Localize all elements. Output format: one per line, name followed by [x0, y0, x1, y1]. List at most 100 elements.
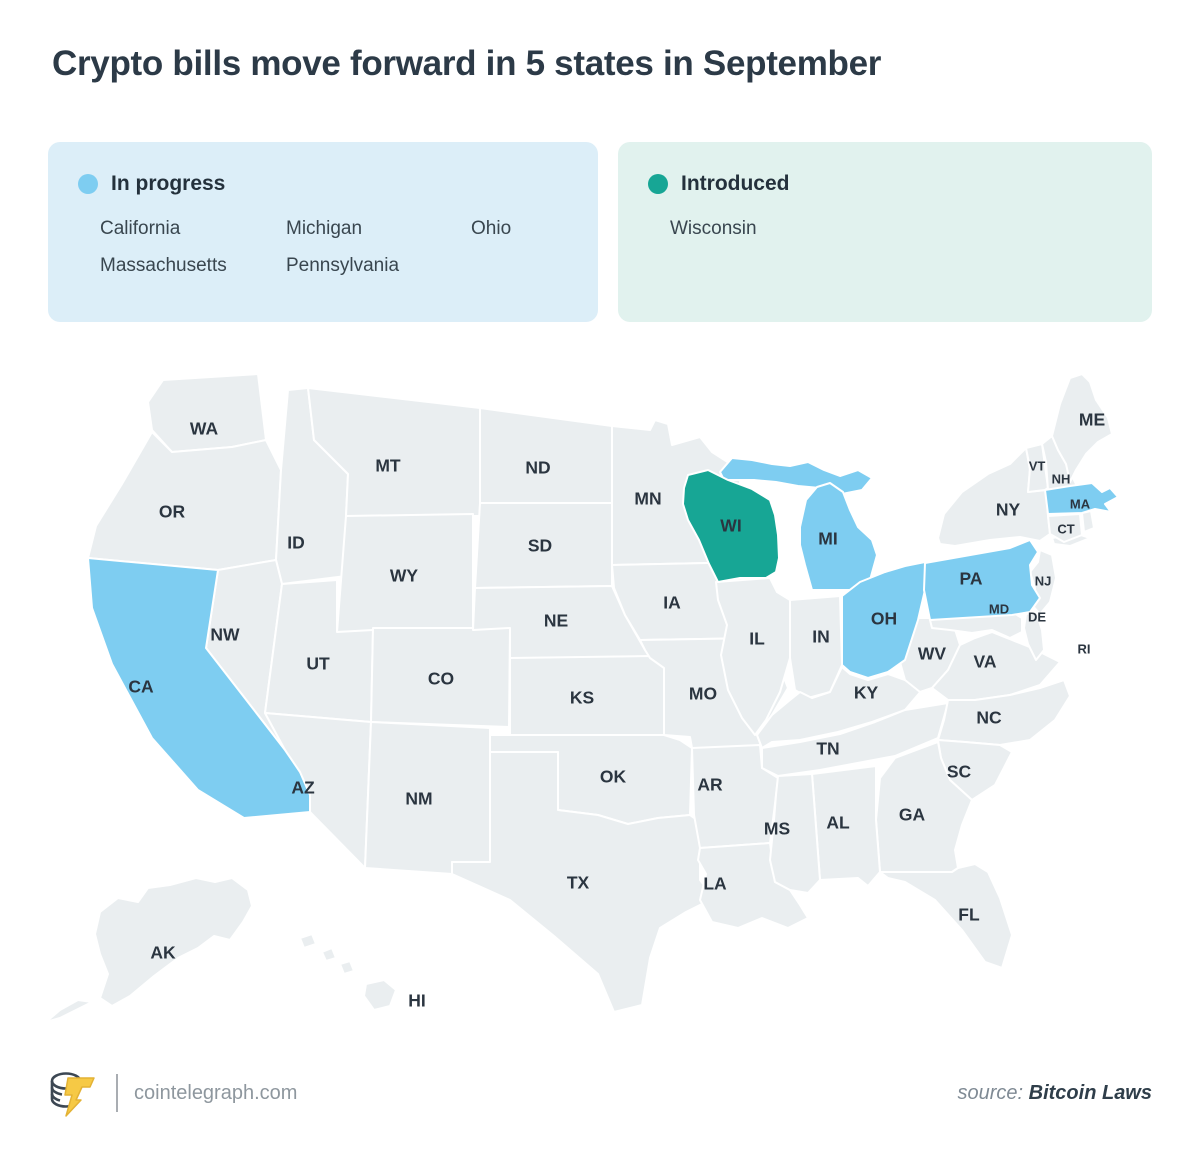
state-label-VA: VA — [973, 651, 996, 671]
state-label-SD: SD — [528, 535, 552, 555]
state-label-OH: OH — [871, 608, 897, 628]
page-title: Crypto bills move forward in 5 states in… — [52, 44, 882, 83]
legend-state-name: Massachusetts — [100, 255, 227, 276]
state-label-AL: AL — [826, 812, 850, 832]
state-label-IN: IN — [812, 626, 830, 646]
state-label-MA: MA — [1070, 497, 1091, 512]
introduced-dot-icon — [648, 174, 668, 194]
legend-introduced: Introduced Wisconsin — [618, 142, 1152, 322]
source-line: source: Bitcoin Laws — [957, 1082, 1152, 1105]
state-label-KY: KY — [854, 682, 879, 702]
state-label-WI: WI — [720, 515, 741, 535]
state-shape-MI — [799, 482, 878, 591]
legend-introduced-states: Wisconsin — [618, 196, 1152, 240]
in-progress-dot-icon — [78, 174, 98, 194]
state-label-DE: DE — [1028, 610, 1046, 625]
state-shape-RI — [1081, 510, 1095, 533]
legend-state-name: Wisconsin — [670, 218, 757, 239]
state-label-AZ: AZ — [291, 777, 315, 797]
state-shape-PA — [923, 539, 1041, 621]
state-label-NV: NW — [210, 624, 240, 644]
state-shape-DE — [1023, 611, 1045, 661]
state-label-NE: NE — [544, 610, 568, 630]
state-label-AR: AR — [697, 774, 723, 794]
state-shape-ME — [1051, 373, 1113, 483]
state-label-OR: OR — [159, 501, 186, 521]
state-label-MO: MO — [689, 683, 717, 703]
state-shape-VA — [931, 631, 1061, 701]
source-name: Bitcoin Laws — [1028, 1082, 1152, 1104]
state-label-SC: SC — [947, 761, 972, 781]
state-label-CA: CA — [128, 676, 154, 696]
state-label-HI: HI — [408, 990, 426, 1010]
state-label-MS: MS — [764, 818, 790, 838]
state-shape-HI — [339, 960, 355, 975]
state-label-MT: MT — [375, 455, 401, 475]
state-label-LA: LA — [703, 873, 727, 893]
state-shape-FL — [879, 863, 1013, 969]
state-shape-AK — [45, 999, 93, 1023]
state-label-MI: MI — [818, 528, 837, 548]
state-label-CT: CT — [1057, 522, 1074, 537]
legend-introduced-title: Introduced — [681, 172, 790, 195]
legend-in-progress-header: In progress — [48, 142, 598, 196]
state-label-WY: WY — [390, 565, 419, 585]
state-label-WA: WA — [190, 418, 219, 438]
state-label-GA: GA — [899, 804, 926, 824]
state-label-ID: ID — [287, 532, 305, 552]
state-label-VT: VT — [1029, 459, 1046, 474]
legend-state-name: Ohio — [471, 218, 512, 239]
state-label-TX: TX — [567, 872, 590, 892]
state-label-UT: UT — [306, 653, 330, 673]
state-label-NM: NM — [405, 788, 432, 808]
state-label-NY: NY — [996, 499, 1021, 519]
state-label-MN: MN — [634, 488, 661, 508]
state-label-CO: CO — [428, 668, 454, 688]
state-shape-AK — [94, 877, 253, 1007]
state-label-FL: FL — [958, 904, 980, 924]
legend-in-progress-title: In progress — [111, 172, 226, 195]
legend-introduced-header: Introduced — [618, 142, 1152, 196]
footer-left: cointelegraph.com — [46, 1068, 297, 1118]
state-label-TN: TN — [816, 738, 839, 758]
state-label-AK: AK — [150, 942, 176, 962]
us-map-states — [45, 373, 1119, 1023]
state-label-ND: ND — [525, 457, 550, 477]
legend-state-name: Michigan — [286, 218, 363, 239]
state-shape-MS — [769, 773, 821, 894]
cointelegraph-logo-icon — [50, 1072, 95, 1117]
state-shape-CA — [87, 557, 311, 819]
legend-in-progress-states: California Michigan Ohio Massachusetts Penns… — [48, 196, 598, 277]
state-label-PA: PA — [959, 568, 982, 588]
state-shape-WA — [147, 373, 267, 453]
state-label-MD: MD — [989, 602, 1009, 617]
state-label-IA: IA — [663, 592, 681, 612]
state-shape-IL — [715, 577, 791, 736]
state-shape-MA — [1044, 482, 1119, 515]
state-label-ME: ME — [1079, 409, 1105, 429]
state-shape-HI — [321, 947, 337, 962]
footer-divider — [116, 1074, 118, 1112]
legend-state-name: Pennsylvania — [286, 255, 400, 276]
state-shape-HI — [299, 933, 317, 949]
state-shape-OH — [841, 561, 926, 679]
state-label-KS: KS — [570, 687, 594, 707]
site-name: cointelegraph.com — [134, 1081, 298, 1104]
legend-state-name: California — [100, 218, 181, 239]
state-label-NJ: NJ — [1035, 574, 1052, 589]
legend-in-progress: In progress California Michigan Ohio Massac… — [48, 142, 598, 322]
state-shape-KY — [756, 666, 923, 749]
source-prefix: source: — [957, 1082, 1024, 1104]
state-shape-CT — [1047, 513, 1083, 543]
state-label-NH: NH — [1052, 472, 1071, 487]
state-shape-WI — [682, 469, 780, 583]
state-label-WV: WV — [918, 643, 947, 663]
state-label-OK: OK — [600, 766, 627, 786]
state-shape-HI — [363, 979, 397, 1011]
state-shape-ND — [479, 407, 613, 504]
us-map-labels: WA OR ID MT WY NW UT CO AZ NM ND SD NE KS OK TX MN IA MO AR… — [128, 409, 1105, 1010]
state-shape-TX — [451, 751, 715, 1013]
state-label-NC: NC — [976, 707, 1002, 727]
state-label-RI: RI — [1078, 642, 1091, 657]
